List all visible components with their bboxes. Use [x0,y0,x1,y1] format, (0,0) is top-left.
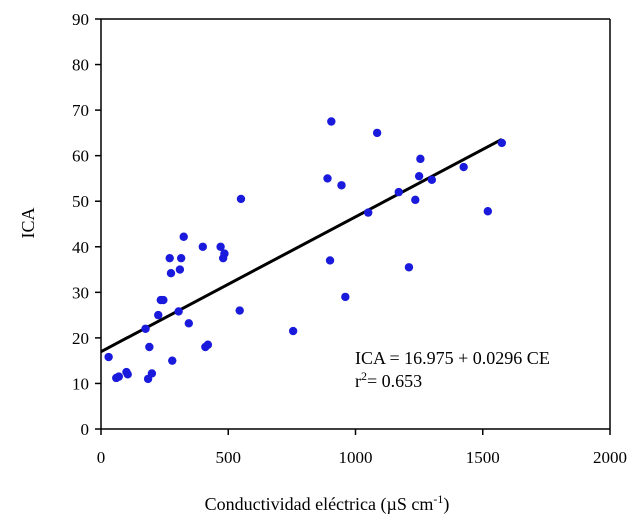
x-axis-title: Conductividad eléctrica (µS cm-1) [205,492,450,515]
x-axis-title-close: ) [443,494,449,515]
data-point [203,340,213,349]
data-point [198,242,207,251]
data-point [414,171,424,181]
r2-prefix: r [355,371,361,391]
r2-annotation: r2= 0.653 [355,369,422,391]
data-point [236,194,246,204]
x-tick-label: 0 [97,448,106,467]
data-point [483,207,493,216]
y-tick-label: 50 [72,192,89,211]
data-point [327,117,336,126]
data-point [159,295,168,305]
data-point [325,256,335,265]
y-tick-label: 60 [72,147,89,166]
data-point [288,326,298,336]
data-point [123,370,132,379]
data-point [141,324,150,333]
data-point [165,253,174,263]
data-point [337,181,346,190]
data-point [404,263,414,272]
data-point [184,319,194,328]
data-point [416,154,425,164]
x-axis-title-main: Conductividad eléctrica (µS cm [205,494,434,515]
data-point [166,269,176,278]
x-tick-label: 2000 [593,448,627,467]
data-point [235,306,244,315]
data-point [220,249,229,258]
x-tick-label: 500 [216,448,242,467]
data-point [168,356,177,365]
y-ticks: 0 10 20 30 40 50 60 70 80 90 [72,10,101,439]
data-point [364,208,373,217]
data-point [216,242,225,251]
y-tick-label: 40 [72,238,89,257]
r2-superscript: 2 [361,369,367,383]
data-point [174,307,183,316]
data-points [104,117,507,384]
data-point [114,372,124,381]
regression-line [100,137,503,353]
y-tick-label: 10 [72,374,89,393]
axes [100,18,611,430]
data-point [459,162,468,172]
x-tick-label: 1500 [466,448,500,467]
data-point [147,369,157,378]
y-axis-title: ICA [18,208,38,239]
data-point [394,187,403,197]
data-point [427,175,437,185]
data-point [372,128,382,138]
data-point [497,138,507,148]
data-point [104,352,113,362]
data-point [175,265,185,274]
x-tick-label: 1000 [339,448,373,467]
data-point [145,342,154,352]
y-tick-label: 0 [81,420,90,439]
data-point [341,292,350,302]
r2-value: = 0.653 [367,371,422,391]
data-point [179,232,188,241]
x-ticks: 0 500 1000 1500 2000 [97,429,627,467]
data-point [176,253,186,263]
y-tick-label: 90 [72,10,89,29]
x-axis-title-superscript: -1 [433,492,443,506]
y-tick-label: 70 [72,101,89,120]
data-point [154,310,163,320]
data-point [411,195,420,205]
y-tick-label: 80 [72,56,89,75]
equation-annotation: ICA = 16.975 + 0.0296 CE [355,348,550,368]
data-point [323,174,332,183]
y-tick-label: 20 [72,329,89,348]
y-tick-label: 30 [72,283,89,302]
